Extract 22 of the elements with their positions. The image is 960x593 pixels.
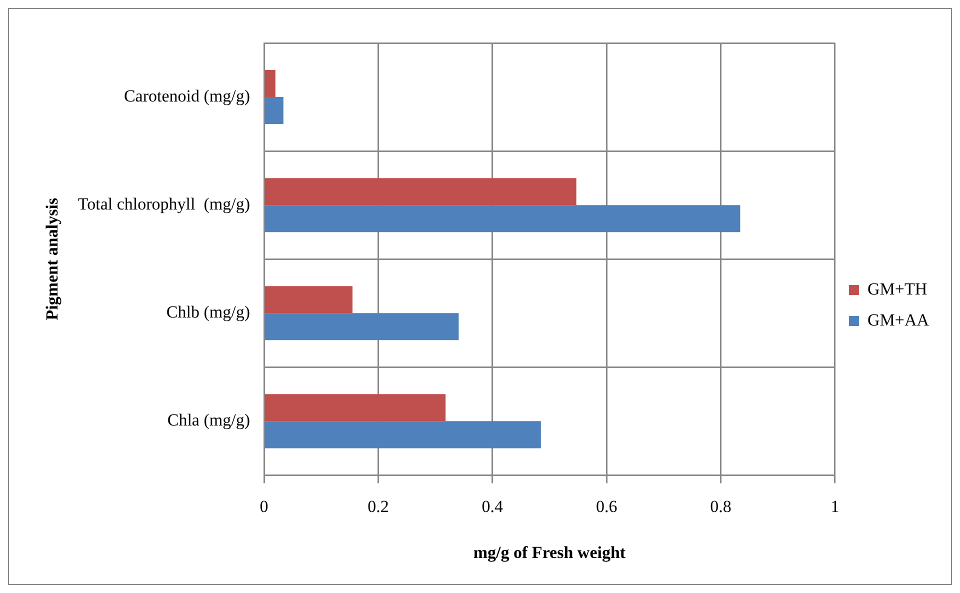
bar — [264, 421, 541, 448]
y-tick-label: Chlb (mg/g) — [166, 302, 250, 322]
bar — [264, 313, 459, 340]
bar — [264, 286, 352, 314]
x-tick-label: 0.8 — [710, 496, 732, 516]
y-tick-label: Chla (mg/g) — [167, 410, 250, 430]
bar — [264, 178, 576, 206]
x-tick-label: 0 — [260, 496, 268, 516]
y-axis-title: Pigment analysis — [42, 198, 62, 320]
bar — [264, 394, 446, 422]
y-tick-label: Carotenoid (mg/g) — [124, 86, 250, 106]
x-tick-label: 0.4 — [482, 496, 504, 516]
x-tick-label: 0.6 — [596, 496, 618, 516]
bar — [264, 97, 284, 124]
bar — [264, 70, 276, 98]
x-tick-label: 1 — [830, 496, 840, 516]
legend-label: GM+AA — [867, 310, 930, 330]
x-tick-label: 0.2 — [368, 496, 389, 516]
x-axis-title: mg/g of Fresh weight — [473, 543, 626, 562]
legend-label: GM+TH — [867, 279, 928, 298]
y-tick-label: Total chlorophyll (mg/g) — [78, 194, 250, 214]
bar — [264, 205, 740, 232]
